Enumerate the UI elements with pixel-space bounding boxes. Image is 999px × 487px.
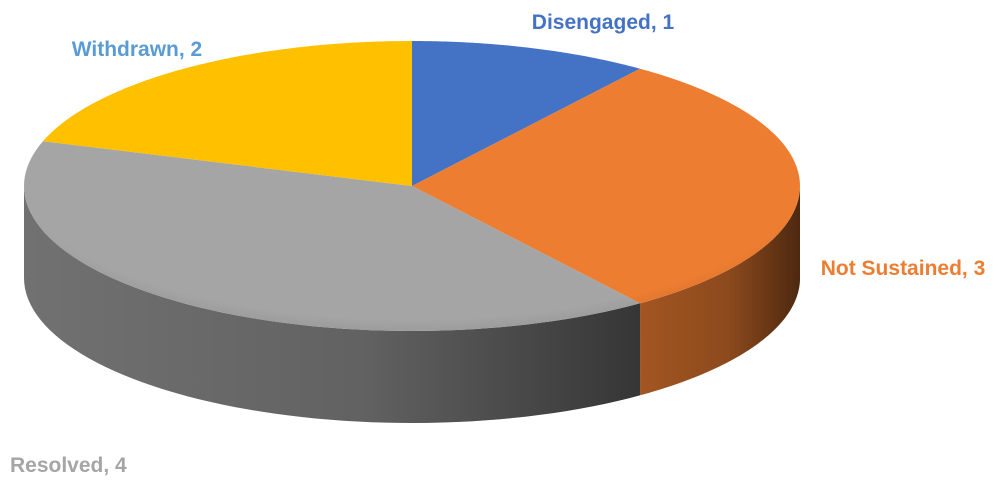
pie-side-shading-resolved bbox=[24, 186, 641, 423]
pie-top-rim-shading bbox=[24, 41, 800, 331]
data-label-resolved: Resolved, 4 bbox=[10, 454, 127, 477]
data-label-withdrawn: Withdrawn, 2 bbox=[72, 38, 202, 61]
data-label-not-sustained: Not Sustained, 3 bbox=[821, 257, 986, 280]
pie-top bbox=[24, 41, 800, 331]
pie-labels: Disengaged, 1 Not Sustained, 3 Resolved, 4… bbox=[10, 11, 985, 477]
data-label-disengaged: Disengaged, 1 bbox=[532, 11, 675, 34]
pie-side-shading-not-sustained bbox=[640, 186, 800, 396]
pie-sides bbox=[24, 186, 800, 423]
